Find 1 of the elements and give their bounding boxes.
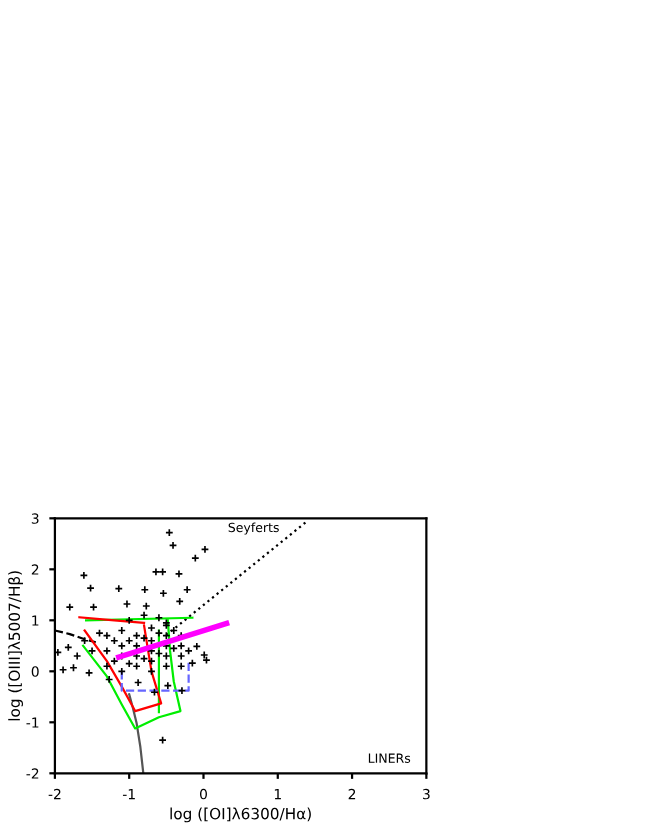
line-series bbox=[128, 693, 145, 774]
